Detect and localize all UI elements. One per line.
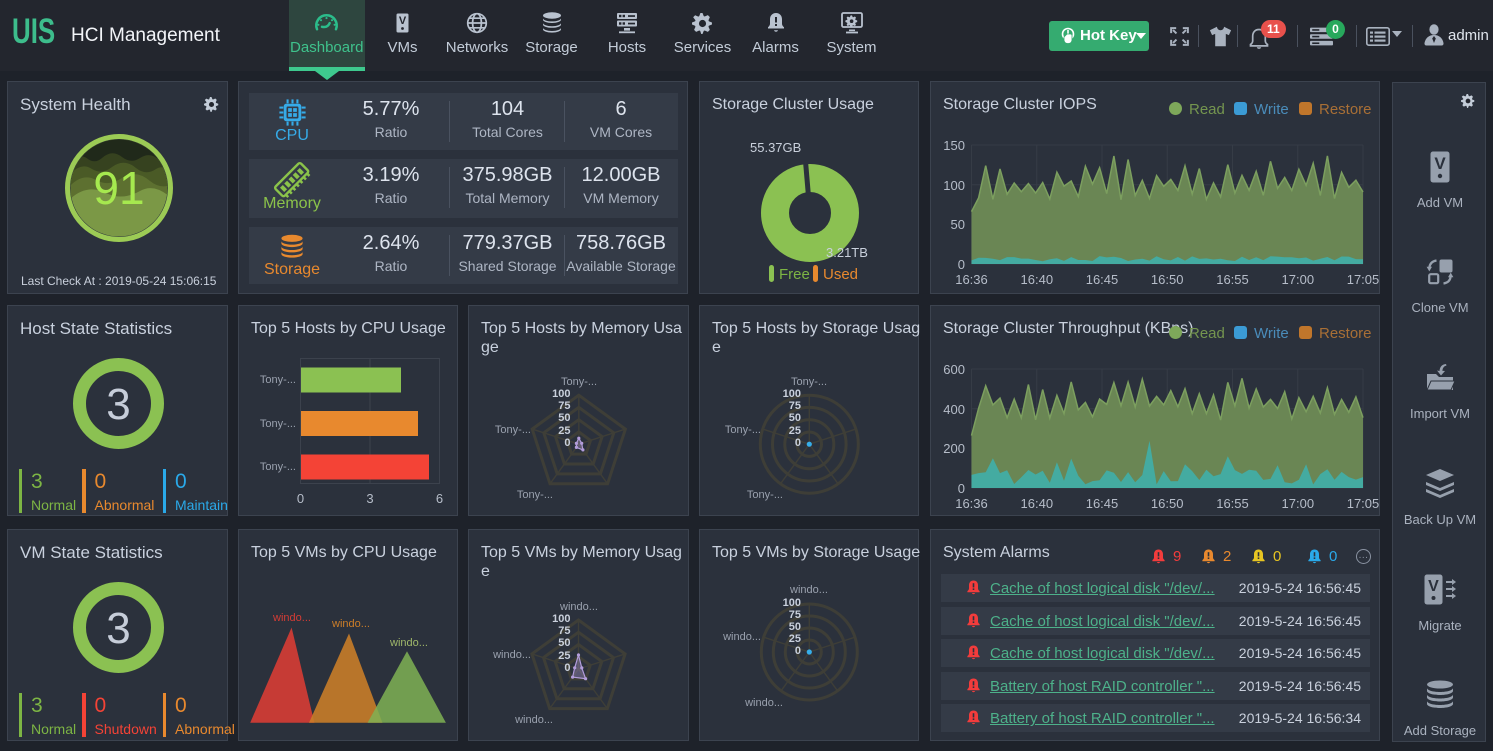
svg-text:91: 91 [93,162,144,214]
svg-text:V: V [399,15,407,27]
svg-text:V: V [1428,578,1439,595]
svg-text:3: 3 [106,380,130,429]
svg-text:3: 3 [106,604,130,653]
svg-text:V: V [1434,154,1446,173]
